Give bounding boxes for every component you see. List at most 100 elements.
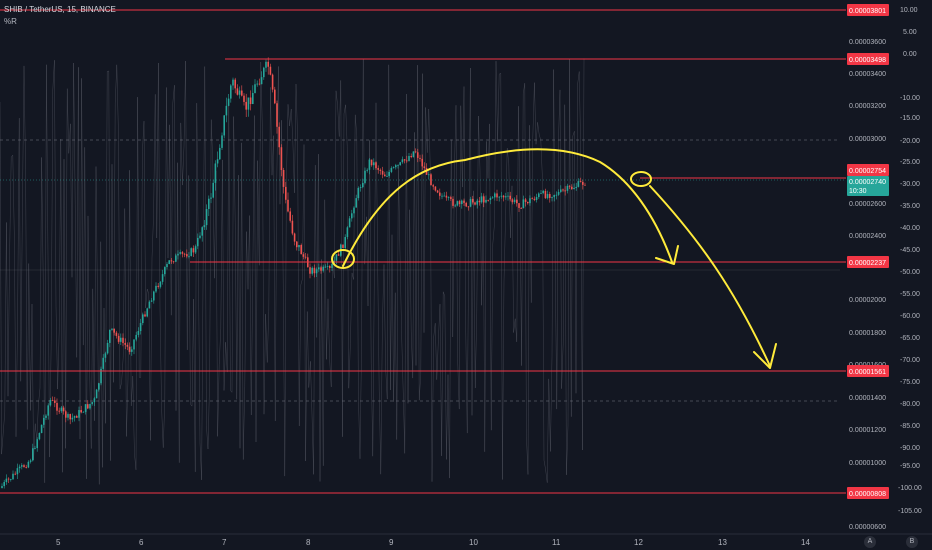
candle-body [496,193,498,198]
candle-body [458,201,461,205]
level-badge[interactable]: 0.00002754 [847,164,889,176]
candle-body [324,266,327,268]
current-price-badge-bg [847,176,889,196]
candle-body [254,84,256,93]
time-tick-label: 8 [306,538,311,547]
candle-body [29,460,32,462]
candle-body [67,414,69,418]
candle-body [390,167,393,172]
candle-body [491,197,494,199]
drawing-annotation[interactable] [331,148,777,369]
candle-body [373,162,375,166]
candle-body [502,195,505,198]
percent-r-tick-label: -20.00 [900,138,920,145]
candle-body [210,197,212,199]
candle-body [227,98,230,106]
candle-body [223,115,225,136]
scale-settings-button[interactable]: B [906,536,918,548]
candle-body [47,405,49,416]
price-tick-label: 0.00001000 [849,460,886,467]
candle-body [527,201,529,204]
candle-body [157,285,159,287]
level-badge[interactable]: 0.00001561 [847,365,889,377]
candle-body [573,187,575,190]
symbol-title[interactable]: SHIB / TetherUS, 15, BINANCE [4,5,116,14]
level-badge[interactable]: 0.00002237 [847,256,889,268]
candle-body [100,368,102,384]
candle-body [32,448,34,461]
percent-r-tick-label: -105.00 [898,508,922,515]
candle-body [485,199,487,203]
candle-body [557,191,560,195]
current-price-badge[interactable]: 0.00002740 10:30 [847,176,889,196]
candle-body [14,473,16,475]
candle-body [285,186,287,200]
arc-drawing[interactable] [342,148,673,267]
candle-body [540,192,542,194]
candle-body [95,389,98,399]
candle-body [91,402,93,404]
candle-body [579,181,582,183]
time-axis[interactable]: 5 6 7 8 9 10 11 12 13 14 [56,538,810,547]
level-badge[interactable]: 0.00003498 [847,53,889,65]
auto-scale-button[interactable]: A [864,536,876,548]
candle-body [529,198,531,204]
chart-legend[interactable]: SHIB / TetherUS, 15, BINANCE %R [4,4,116,28]
candle-body [582,182,584,185]
candle-body [98,383,100,390]
level-badge[interactable]: 0.00000808 [847,487,889,499]
candle-body [568,185,571,187]
candle-body [417,152,419,158]
percent-r-tick-label: -35.00 [900,203,920,210]
percent-r-tick-label: -45.00 [900,247,920,254]
time-tick-label: 6 [139,538,144,547]
candle-body [238,90,241,95]
candle-body [190,248,192,256]
candle-body [289,211,291,221]
arrow-head-drawing[interactable] [655,245,679,265]
candle-body [366,169,368,171]
percent-r-tick-label: -60.00 [900,313,920,320]
candle-body [49,400,52,406]
indicator-title[interactable]: %R [4,17,17,26]
circle-drawing[interactable] [630,171,652,187]
candle-body [377,168,379,170]
candle-body [560,189,562,192]
circle-drawing[interactable] [331,249,355,269]
candle-body [73,416,76,418]
candle-body [381,170,384,175]
price-scale[interactable]: 0.00003600 0.00003400 0.00003200 0.00003… [849,39,886,531]
candle-body [181,252,184,254]
candle-body [326,266,329,267]
arrow-head-drawing[interactable] [753,343,777,369]
candle-body [137,331,140,335]
candle-body [298,244,300,248]
price-tick-label: 0.00001200 [849,427,886,434]
candle-body [538,193,540,198]
candle-body [291,220,294,234]
price-tick-label: 0.00000600 [849,524,886,531]
candle-body [7,478,10,480]
candle-body [78,410,80,418]
percent-r-line [0,58,585,485]
level-badge[interactable]: 0.00003801 [847,4,889,16]
candlestick-series[interactable] [1,57,586,489]
candle-body [166,264,168,268]
candle-body [476,200,478,205]
arrow-drawing[interactable] [649,185,771,367]
candle-body [168,260,170,265]
candle-body [236,88,239,95]
candle-body [109,329,111,343]
percent-r-tick-label: -85.00 [900,423,920,430]
candle-body [357,187,360,199]
candle-body [234,79,236,89]
candle-body [265,61,267,68]
candle-body [344,237,346,248]
percent-r-scale[interactable]: 10.00 5.00 0.00 -10.00 -15.00 -20.00 -25… [898,7,922,515]
candle-body [584,184,586,186]
candle-body [577,181,580,187]
candle-body [511,199,514,203]
candle-body [126,344,129,347]
